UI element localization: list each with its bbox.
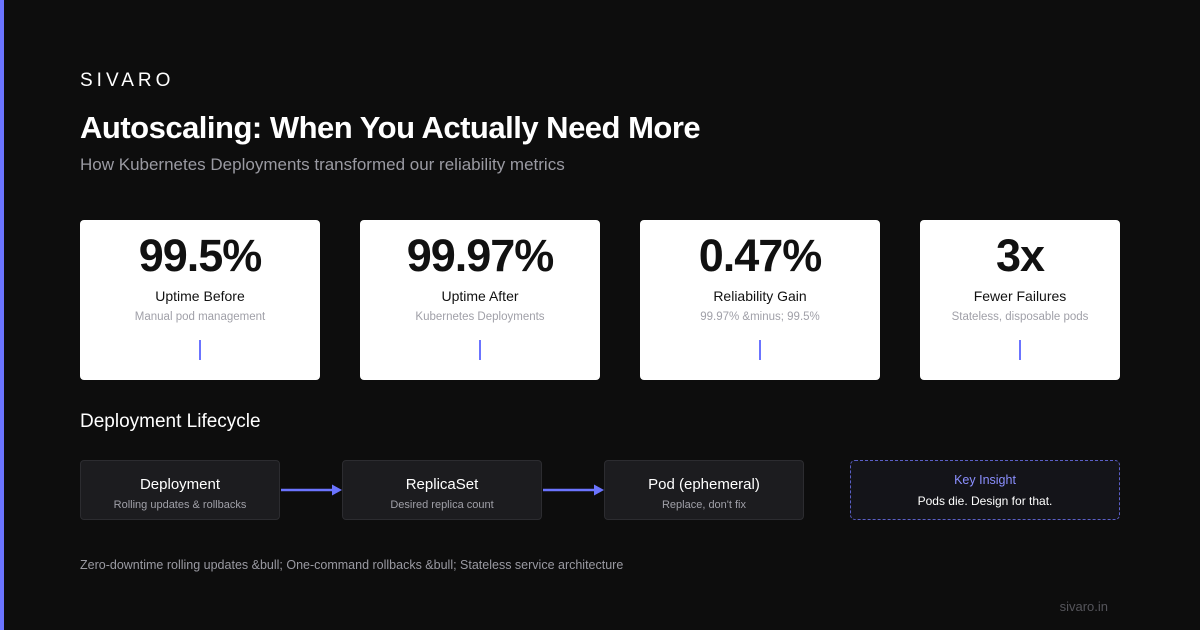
accent-tick bbox=[1019, 340, 1021, 360]
subtitle: How Kubernetes Deployments transformed o… bbox=[80, 155, 565, 174]
accent-tick bbox=[199, 340, 201, 360]
footer-note: Zero-downtime rolling updates &bull; One… bbox=[80, 558, 624, 572]
metric-label: Uptime Before bbox=[155, 288, 245, 304]
lifecycle-step: Pod (ephemeral) Replace, don't fix bbox=[604, 460, 804, 520]
lifecycle-step: Deployment Rolling updates & rollbacks bbox=[80, 460, 280, 520]
insight-title: Key Insight bbox=[954, 473, 1016, 487]
step-note: Desired replica count bbox=[390, 499, 494, 511]
metric-label: Reliability Gain bbox=[713, 288, 807, 304]
metric-note: Kubernetes Deployments bbox=[415, 311, 545, 323]
step-note: Rolling updates & rollbacks bbox=[113, 499, 247, 511]
insight-text: Pods die. Design for that. bbox=[917, 494, 1053, 508]
lifecycle-step: ReplicaSet Desired replica count bbox=[342, 460, 542, 520]
metric-label: Uptime After bbox=[441, 288, 519, 304]
metric-note: Stateless, disposable pods bbox=[951, 311, 1089, 323]
accent-tick bbox=[759, 340, 761, 360]
step-note: Replace, don't fix bbox=[661, 499, 747, 511]
metric-card: 0.47% Reliability Gain 99.97% &minus; 99… bbox=[640, 220, 880, 380]
brand: SIVARO bbox=[80, 70, 175, 91]
metric-value: 3x bbox=[995, 230, 1045, 281]
step-title: Deployment bbox=[139, 476, 221, 493]
arrow bbox=[281, 484, 342, 496]
metric-card: 99.97% Uptime After Kubernetes Deploymen… bbox=[360, 220, 600, 380]
section-title: Deployment Lifecycle bbox=[80, 411, 261, 432]
site-url: sivaro.in bbox=[1059, 599, 1108, 614]
metric-value: 99.97% bbox=[406, 230, 555, 281]
metric-card: 99.5% Uptime Before Manual pod managemen… bbox=[80, 220, 320, 380]
metric-card: 3x Fewer Failures Stateless, disposable … bbox=[920, 220, 1120, 380]
arrow bbox=[543, 484, 604, 496]
metric-note: Manual pod management bbox=[134, 311, 266, 323]
insight-box: Key Insight Pods die. Design for that. bbox=[850, 460, 1120, 520]
title: Autoscaling: When You Actually Need More bbox=[80, 110, 701, 145]
metric-value: 0.47% bbox=[698, 230, 823, 281]
step-title: Pod (ephemeral) bbox=[648, 476, 760, 493]
metric-label: Fewer Failures bbox=[973, 288, 1067, 304]
metric-note: 99.97% &minus; 99.5% bbox=[700, 311, 820, 323]
accent-stripe bbox=[0, 0, 4, 630]
step-title: ReplicaSet bbox=[405, 476, 479, 493]
metric-value: 99.5% bbox=[138, 230, 263, 281]
accent-tick bbox=[479, 340, 481, 360]
